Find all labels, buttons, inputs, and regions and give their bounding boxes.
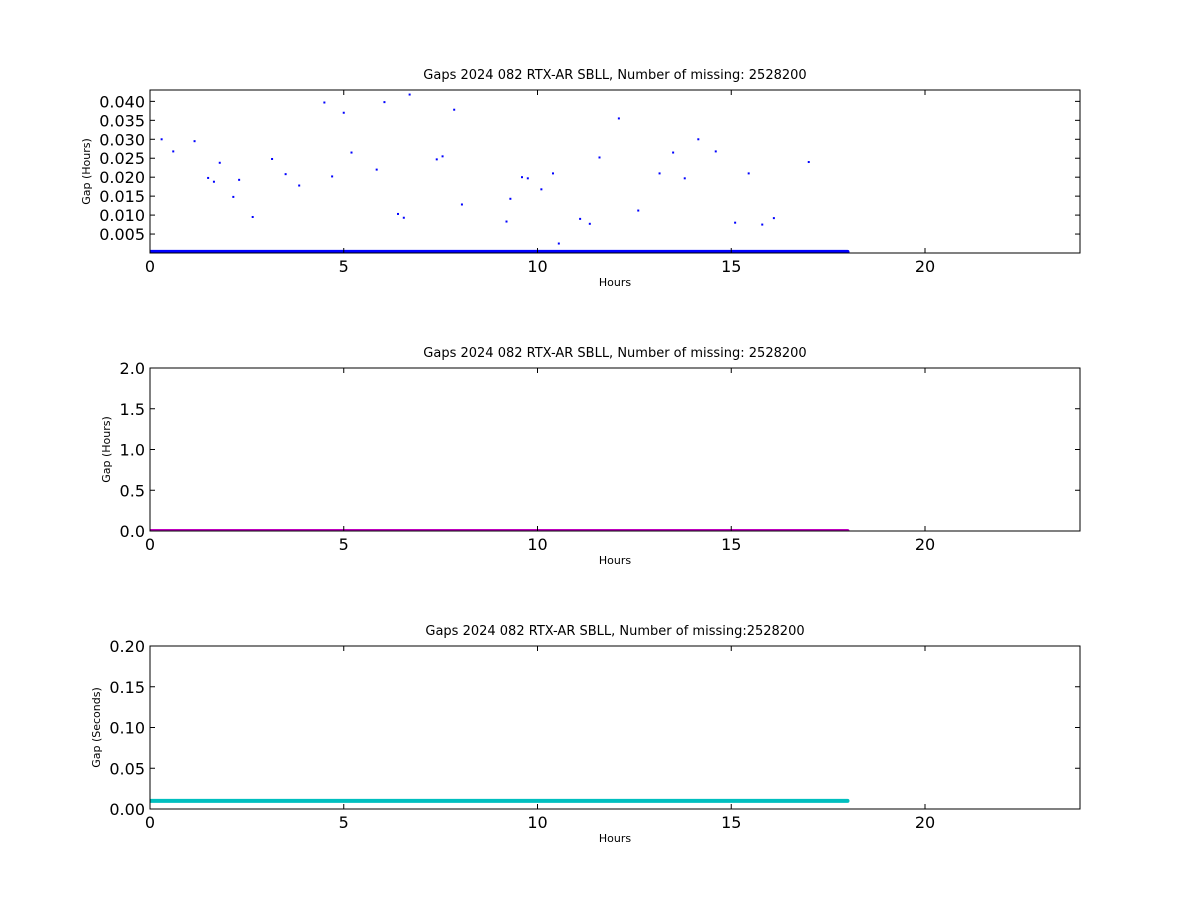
chart-1-point-1 bbox=[160, 138, 163, 141]
chart-2-xtick-label-4: 15 bbox=[721, 535, 741, 554]
chart-1-ylabel: Gap (Hours) bbox=[80, 138, 93, 205]
chart-3-ytick-label-1: 0.00 bbox=[109, 800, 145, 819]
chart-1-point-22 bbox=[435, 158, 438, 161]
chart-1-point-3 bbox=[193, 140, 196, 143]
chart-1-ytick-label-3: 0.015 bbox=[99, 187, 145, 206]
chart-2-frame bbox=[149, 367, 1081, 532]
chart-1-point-38 bbox=[658, 172, 661, 175]
chart-1-point-19 bbox=[397, 212, 399, 215]
chart-3-ytick-label-2: 0.05 bbox=[109, 759, 145, 778]
chart-2-xlabel: Hours bbox=[599, 554, 631, 567]
chart-1-xtick-label-2: 5 bbox=[339, 257, 349, 276]
chart-1-point-5 bbox=[212, 180, 215, 183]
chart-1-point-2 bbox=[172, 150, 175, 153]
chart-1-frame bbox=[149, 89, 1081, 254]
chart-1-point-16 bbox=[350, 151, 353, 154]
chart-1-point-20 bbox=[402, 216, 405, 219]
chart-1-point-7 bbox=[232, 195, 235, 198]
chart-2-ylabel: Gap (Hours) bbox=[100, 416, 113, 483]
chart-2-ytick-label-4: 1.5 bbox=[120, 400, 145, 419]
chart-1-point-21 bbox=[408, 93, 411, 96]
chart-1-point-31 bbox=[552, 172, 554, 175]
chart-3-xtick-label-2: 5 bbox=[339, 813, 349, 832]
chart-3-frame bbox=[149, 645, 1081, 810]
chart-2: Gaps 2024 082 RTX-AR SBLL, Number of mis… bbox=[100, 346, 1081, 567]
chart-2-ytick-label-3: 1.0 bbox=[120, 441, 145, 460]
chart-1-point-28 bbox=[521, 176, 523, 179]
chart-1-point-34 bbox=[588, 222, 591, 225]
chart-3-ytick-label-5: 0.20 bbox=[109, 637, 145, 656]
chart-1-point-40 bbox=[683, 177, 686, 180]
chart-3-xtick-label-1: 0 bbox=[145, 813, 155, 832]
chart-1-point-47 bbox=[807, 161, 810, 164]
chart-3-xtick-label-5: 20 bbox=[915, 813, 935, 832]
chart-1-point-4 bbox=[207, 176, 210, 179]
chart-2-xtick-label-2: 5 bbox=[339, 535, 349, 554]
chart-3-ytick-label-4: 0.15 bbox=[109, 678, 145, 697]
chart-3-xlabel: Hours bbox=[599, 832, 631, 845]
chart-1-point-14 bbox=[331, 175, 334, 178]
chart-1-point-11 bbox=[284, 173, 287, 176]
chart-1-point-23 bbox=[441, 155, 444, 158]
chart-1-point-8 bbox=[238, 178, 241, 181]
chart-1-ytick-label-1: 0.005 bbox=[99, 225, 145, 244]
chart-1-point-45 bbox=[761, 223, 764, 226]
chart-3: Gaps 2024 082 RTX-AR SBLL, Number of mis… bbox=[90, 624, 1081, 845]
chart-1-point-41 bbox=[697, 138, 700, 141]
chart-1-point-15 bbox=[342, 111, 345, 114]
chart-1-ytick-label-2: 0.010 bbox=[99, 206, 145, 225]
chart-1-ytick-label-5: 0.025 bbox=[99, 149, 145, 168]
chart-1-point-17 bbox=[375, 168, 378, 171]
chart-1-point-46 bbox=[772, 217, 775, 220]
chart-1-ytick-label-8: 0.040 bbox=[99, 92, 145, 111]
chart-1-point-30 bbox=[540, 188, 543, 191]
chart-1-point-33 bbox=[579, 217, 582, 220]
chart-1-point-32 bbox=[557, 242, 560, 245]
chart-1-xlabel: Hours bbox=[599, 276, 631, 289]
chart-2-ytick-label-1: 0.0 bbox=[120, 522, 145, 541]
chart-1-point-9 bbox=[251, 215, 254, 218]
chart-2-ytick-label-2: 0.5 bbox=[120, 481, 145, 500]
chart-1-point-12 bbox=[298, 184, 301, 187]
chart-1-point-13 bbox=[323, 101, 326, 104]
chart-1-point-25 bbox=[460, 203, 463, 206]
chart-1-point-35 bbox=[598, 156, 601, 159]
chart-1-ytick-label-7: 0.035 bbox=[99, 111, 145, 130]
chart-3-xtick-label-4: 15 bbox=[721, 813, 741, 832]
chart-1-point-43 bbox=[734, 221, 737, 224]
chart-1-point-42 bbox=[714, 150, 717, 153]
chart-1-point-29 bbox=[526, 177, 529, 180]
chart-1-ytick-label-4: 0.020 bbox=[99, 168, 145, 187]
chart-1-xtick-label-5: 20 bbox=[915, 257, 935, 276]
chart-1-point-26 bbox=[505, 220, 508, 223]
chart-3-ylabel: Gap (Seconds) bbox=[90, 687, 103, 768]
chart-1-data bbox=[150, 93, 850, 253]
chart-2-xtick-label-1: 0 bbox=[145, 535, 155, 554]
chart-2-title: Gaps 2024 082 RTX-AR SBLL, Number of mis… bbox=[423, 346, 806, 361]
chart-1-point-27 bbox=[509, 197, 512, 200]
chart-3-title: Gaps 2024 082 RTX-AR SBLL, Number of mis… bbox=[425, 624, 804, 639]
chart-1-point-18 bbox=[383, 101, 386, 104]
chart-2-xtick-label-3: 10 bbox=[527, 535, 547, 554]
chart-1-title: Gaps 2024 082 RTX-AR SBLL, Number of mis… bbox=[423, 68, 806, 83]
chart-1-point-44 bbox=[747, 172, 750, 175]
chart-1-xtick-label-1: 0 bbox=[145, 257, 155, 276]
chart-1-point-39 bbox=[672, 151, 675, 154]
chart-1-point-37 bbox=[637, 209, 640, 212]
chart-2-xtick-label-5: 20 bbox=[915, 535, 935, 554]
chart-1-xtick-label-4: 15 bbox=[721, 257, 741, 276]
chart-1-point-24 bbox=[453, 108, 456, 111]
chart-1: Gaps 2024 082 RTX-AR SBLL, Number of mis… bbox=[80, 68, 1081, 289]
chart-3-ytick-label-3: 0.10 bbox=[109, 719, 145, 738]
chart-3-xtick-label-3: 10 bbox=[527, 813, 547, 832]
chart-1-ytick-label-6: 0.030 bbox=[99, 130, 145, 149]
chart-1-xtick-label-3: 10 bbox=[527, 257, 547, 276]
chart-1-point-6 bbox=[218, 161, 221, 164]
chart-1-point-36 bbox=[617, 117, 620, 120]
chart-1-point-10 bbox=[271, 157, 274, 160]
chart-2-ytick-label-5: 2.0 bbox=[120, 359, 145, 378]
